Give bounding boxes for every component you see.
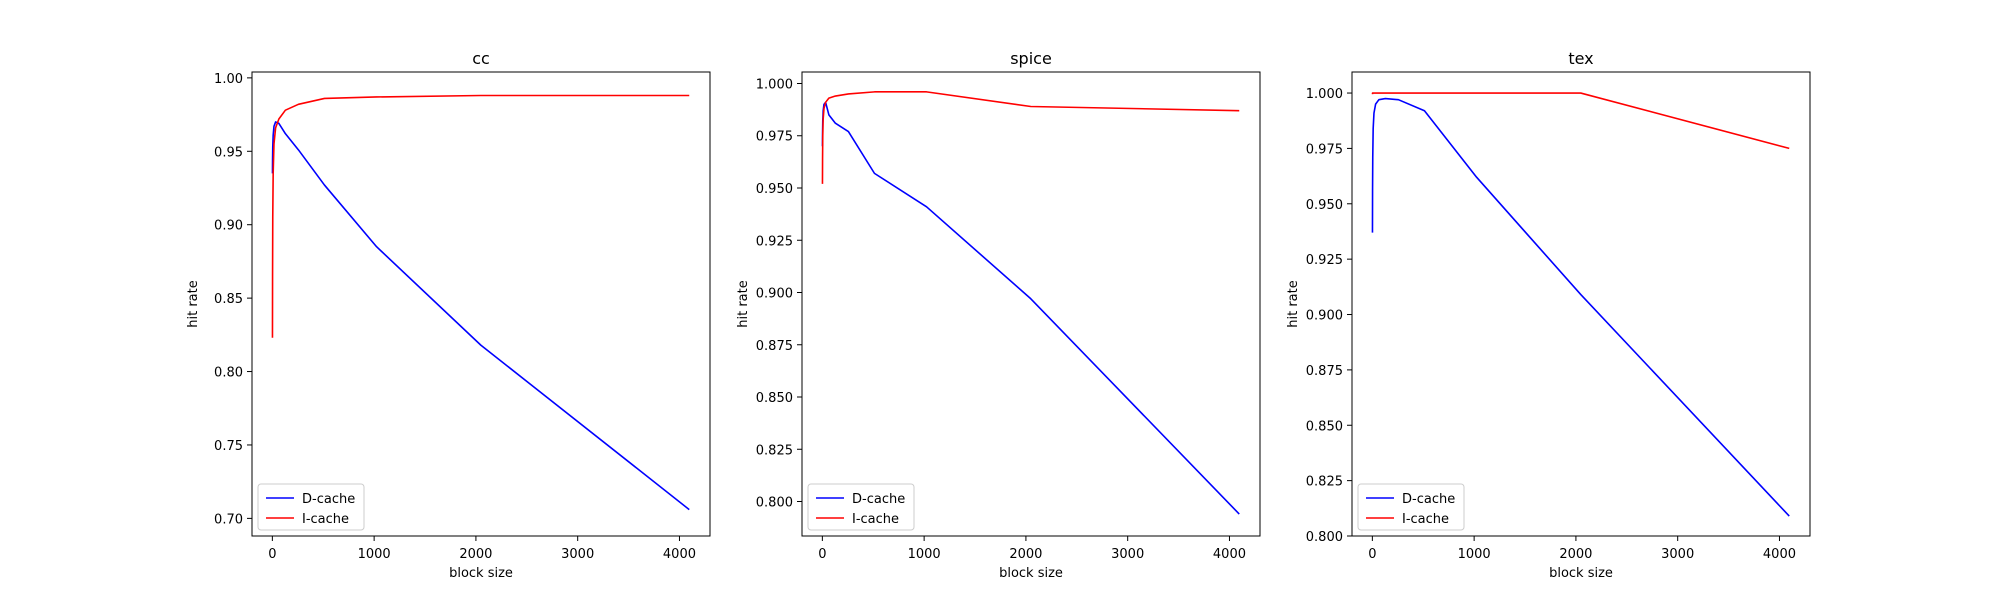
- y-tick-label: 0.950: [1306, 198, 1343, 213]
- series-line-D-cache: [821, 101, 1240, 515]
- x-tick-label: 3000: [561, 547, 594, 562]
- y-tick-label: 0.85: [214, 292, 243, 307]
- legend: D-cache I-cache: [807, 483, 915, 531]
- y-tick-label: 0.975: [1306, 142, 1343, 157]
- y-tick-label: 0.95: [214, 145, 243, 160]
- x-axis-label: block size: [999, 566, 1063, 581]
- legend-label: I-cache: [302, 512, 349, 527]
- legend: D-cache I-cache: [1357, 483, 1465, 531]
- x-tick-label: 2000: [459, 547, 492, 562]
- chart-spice: spice 0 1000 2000 3000 4000 0.800 0.825 0.850 0.8…: [736, 49, 1261, 581]
- y-tick-label: 0.900: [1306, 309, 1343, 324]
- y-tick-label: 0.925: [756, 234, 793, 249]
- y-tick-label: 0.90: [214, 219, 243, 234]
- legend-label: I-cache: [852, 512, 899, 527]
- y-tick-label: 0.75: [214, 439, 243, 454]
- x-tick-label: 4000: [1213, 547, 1246, 562]
- y-tick-label: 0.825: [756, 443, 793, 458]
- x-tick-label: 2000: [1559, 547, 1592, 562]
- y-tick-label: 0.950: [756, 182, 793, 197]
- y-tick-label: 0.875: [1306, 364, 1343, 379]
- x-tick-label: 1000: [358, 547, 391, 562]
- series-line-D-cache: [1371, 97, 1790, 517]
- series-line-I-cache: [1371, 92, 1790, 150]
- y-tick-label: 0.825: [1306, 475, 1343, 490]
- series-line-I-cache: [271, 94, 690, 338]
- y-tick-label: 0.925: [1306, 253, 1343, 268]
- y-tick-label: 0.875: [756, 339, 793, 354]
- y-tick-label: 0.850: [756, 391, 793, 406]
- chart-title: tex: [1568, 49, 1593, 68]
- y-tick-label: 0.70: [214, 512, 243, 527]
- chart-title: spice: [1010, 49, 1052, 68]
- legend-label: D-cache: [1402, 492, 1455, 507]
- y-axis-label: hit rate: [1286, 280, 1301, 328]
- y-tick-label: 0.975: [756, 130, 793, 145]
- x-axis-label: block size: [1549, 566, 1613, 581]
- x-tick-label: 3000: [1661, 547, 1694, 562]
- series-line-D-cache: [271, 121, 690, 511]
- series-line-I-cache: [821, 91, 1240, 184]
- legend-label: D-cache: [302, 492, 355, 507]
- x-tick-label: 0: [1368, 547, 1376, 562]
- x-tick-label: 1000: [908, 547, 941, 562]
- x-tick-label: 0: [818, 547, 826, 562]
- y-tick-label: 1.00: [214, 72, 243, 87]
- x-tick-label: 3000: [1111, 547, 1144, 562]
- legend: D-cache I-cache: [257, 483, 365, 531]
- plot-frame: [801, 71, 1261, 537]
- y-tick-label: 1.000: [756, 77, 793, 92]
- plot-frame: [1351, 71, 1811, 537]
- y-tick-label: 0.850: [1306, 419, 1343, 434]
- chart-tex: tex 0 1000 2000 3000 4000 0.800 0.825 0.850 0.875…: [1286, 49, 1811, 581]
- legend-label: D-cache: [852, 492, 905, 507]
- y-tick-label: 0.80: [214, 366, 243, 381]
- y-axis-label: hit rate: [736, 280, 751, 328]
- x-tick-label: 2000: [1009, 547, 1042, 562]
- x-tick-label: 4000: [663, 547, 696, 562]
- chart-cc: cc 0 1000 2000 3000 4000 0.70 0.75 0.80 0.85 0.90 0…: [186, 49, 711, 581]
- legend-label: I-cache: [1402, 512, 1449, 527]
- chart-title: cc: [472, 49, 490, 68]
- y-axis-label: hit rate: [186, 280, 201, 328]
- y-tick-label: 1.000: [1306, 87, 1343, 102]
- y-tick-label: 0.800: [756, 496, 793, 511]
- x-tick-label: 4000: [1763, 547, 1796, 562]
- x-tick-label: 0: [268, 547, 276, 562]
- x-axis-label: block size: [449, 566, 513, 581]
- x-tick-label: 1000: [1458, 547, 1491, 562]
- plot-frame: [251, 71, 711, 537]
- y-tick-label: 0.800: [1306, 530, 1343, 545]
- y-tick-label: 0.900: [756, 287, 793, 302]
